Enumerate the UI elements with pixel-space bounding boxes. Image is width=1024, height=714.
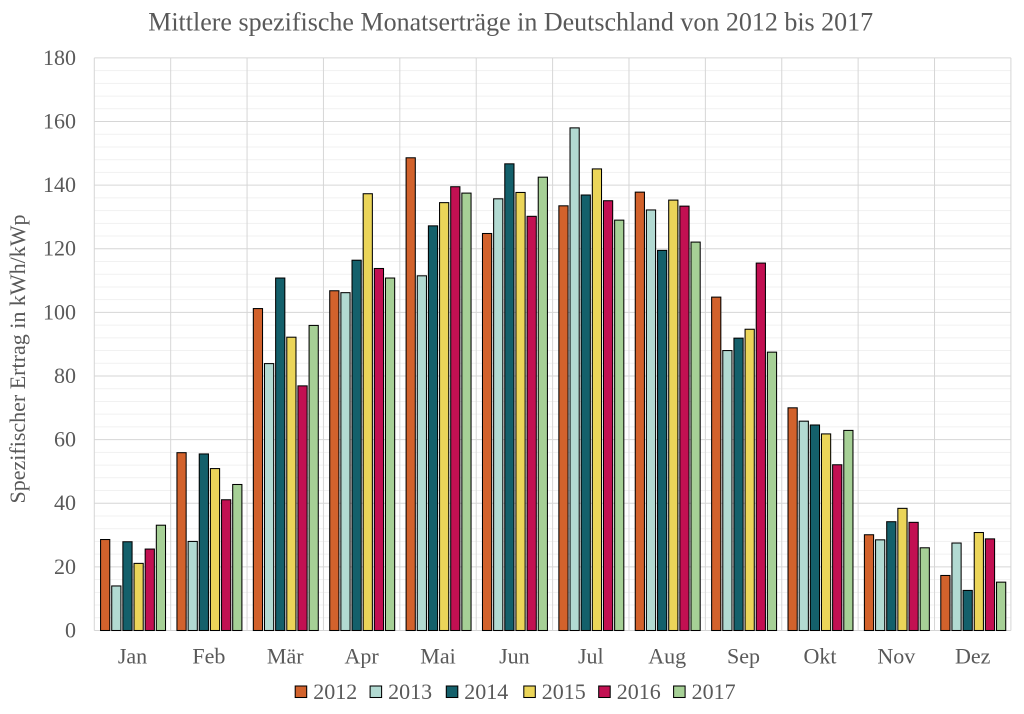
svg-text:Dez: Dez [955, 643, 991, 668]
svg-text:60: 60 [54, 427, 76, 452]
svg-text:Jul: Jul [578, 643, 604, 668]
svg-text:Mär: Mär [267, 643, 304, 668]
svg-text:Jun: Jun [499, 643, 530, 668]
svg-text:140: 140 [43, 172, 76, 197]
svg-text:Feb: Feb [192, 643, 225, 668]
svg-text:Mai: Mai [420, 643, 455, 668]
svg-text:Nov: Nov [877, 643, 915, 668]
svg-text:2013: 2013 [388, 679, 432, 704]
svg-text:Apr: Apr [345, 643, 380, 668]
svg-text:2012: 2012 [313, 679, 357, 704]
svg-text:Okt: Okt [803, 643, 836, 668]
svg-text:Spezifischer Ertrag in kWh/kWp: Spezifischer Ertrag in kWh/kWp [5, 215, 30, 504]
svg-text:2017: 2017 [692, 679, 736, 704]
svg-text:160: 160 [43, 108, 76, 133]
svg-text:120: 120 [43, 236, 76, 261]
svg-text:Sep: Sep [727, 643, 760, 668]
svg-text:80: 80 [54, 363, 76, 388]
svg-text:0: 0 [65, 617, 76, 642]
svg-text:Jan: Jan [118, 643, 147, 668]
svg-text:20: 20 [54, 554, 76, 579]
svg-text:2014: 2014 [464, 679, 508, 704]
svg-text:2015: 2015 [542, 679, 586, 704]
svg-text:100: 100 [43, 299, 76, 324]
svg-text:2016: 2016 [617, 679, 661, 704]
svg-text:40: 40 [54, 490, 76, 515]
svg-text:180: 180 [43, 45, 76, 70]
svg-text:Mittlere spezifische Monatsert: Mittlere spezifische Monatserträge in De… [148, 8, 873, 37]
svg-text:Aug: Aug [648, 643, 686, 668]
